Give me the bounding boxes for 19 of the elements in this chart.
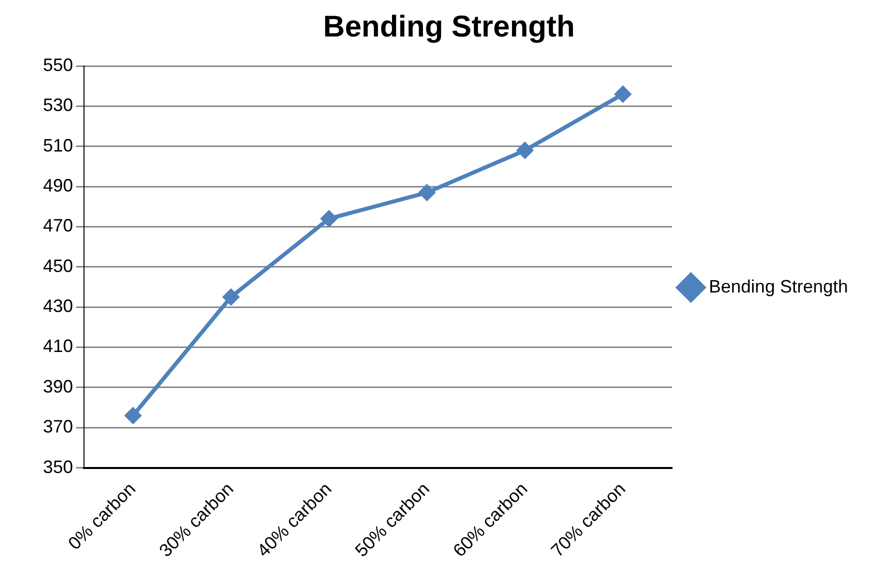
y-tick-label: 530 <box>42 95 74 116</box>
y-tick-label: 350 <box>42 456 74 477</box>
y-tick-label: 390 <box>42 376 74 396</box>
y-tick-label: 490 <box>42 176 74 196</box>
y-tick-label: 430 <box>42 296 74 316</box>
point <box>320 210 337 227</box>
legend-label: Bending Strength <box>708 276 848 296</box>
point <box>223 289 239 306</box>
y-tick-label: 470 <box>42 216 74 236</box>
point <box>516 142 533 158</box>
chart-title: Bending Strength <box>323 10 575 44</box>
y-tick-label: 510 <box>42 135 74 156</box>
y-tick-label: 450 <box>42 256 74 276</box>
y-tick-label: 550 <box>42 54 74 75</box>
y-tick-label: 370 <box>42 416 74 437</box>
point <box>125 408 142 424</box>
y-tick-label: 410 <box>42 336 74 356</box>
point <box>614 86 631 102</box>
point <box>418 184 435 201</box>
